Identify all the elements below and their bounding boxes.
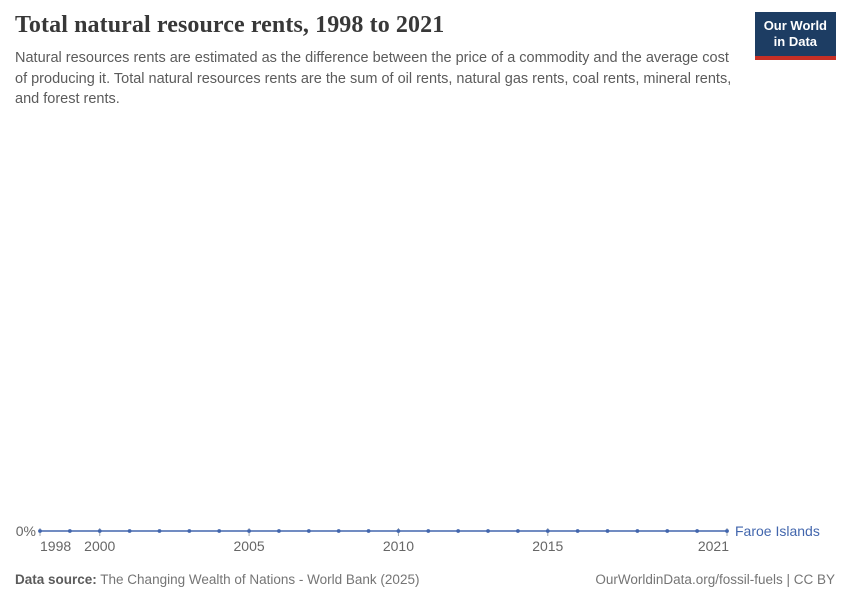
owid-logo: Our World in Data <box>754 12 836 60</box>
x-axis-label: 1998 <box>40 538 71 554</box>
data-point[interactable] <box>635 529 640 533</box>
data-point[interactable] <box>336 529 341 533</box>
x-axis-label: 2021 <box>698 538 729 554</box>
data-source-label: Data source: <box>15 572 97 587</box>
data-point[interactable] <box>456 529 461 533</box>
data-point[interactable] <box>67 529 72 533</box>
data-point[interactable] <box>38 529 42 533</box>
chart-canvas: 1998 2000 2005 2010 2015 2021 0% Faroe Islands <box>16 523 820 554</box>
data-point[interactable] <box>605 529 610 533</box>
data-point[interactable] <box>545 529 550 533</box>
chart-header: Total natural resource rents, 1998 to 20… <box>15 12 750 110</box>
data-point[interactable] <box>575 529 580 533</box>
series-label[interactable]: Faroe Islands <box>735 523 820 539</box>
data-point[interactable] <box>127 529 132 533</box>
data-source: Data source: The Changing Wealth of Nati… <box>15 572 419 587</box>
data-point[interactable] <box>157 529 162 533</box>
x-axis-label: 2015 <box>532 538 563 554</box>
x-axis-label: 2000 <box>84 538 115 554</box>
data-point[interactable] <box>97 529 102 533</box>
data-point[interactable] <box>277 529 281 533</box>
owid-logo-line2: in Data <box>773 34 818 50</box>
credit-line: OurWorldinData.org/fossil-fuels | CC BY <box>595 572 835 587</box>
data-point[interactable] <box>396 529 401 533</box>
chart-subtitle: Natural resources rents are estimated as… <box>15 50 732 108</box>
data-point[interactable] <box>366 529 371 533</box>
data-point[interactable] <box>695 529 700 533</box>
data-point[interactable] <box>187 529 192 533</box>
data-point[interactable] <box>665 529 670 533</box>
data-point[interactable] <box>217 529 222 533</box>
data-point[interactable] <box>486 529 490 533</box>
data-point[interactable] <box>426 529 431 533</box>
data-point[interactable] <box>516 529 520 533</box>
data-point[interactable] <box>306 529 311 533</box>
x-axis-label: 2010 <box>383 538 414 554</box>
owid-logo-line1: Our World <box>763 18 827 33</box>
data-point[interactable] <box>247 529 251 533</box>
x-axis-label: 2005 <box>234 538 265 554</box>
chart-footer: Data source: The Changing Wealth of Nati… <box>15 572 835 587</box>
data-source-text: The Changing Wealth of Nations - World B… <box>96 572 420 587</box>
y-axis-label: 0% <box>16 523 36 539</box>
data-point[interactable] <box>725 529 729 533</box>
page-title: Total natural resource rents, 1998 to 20… <box>15 12 445 38</box>
